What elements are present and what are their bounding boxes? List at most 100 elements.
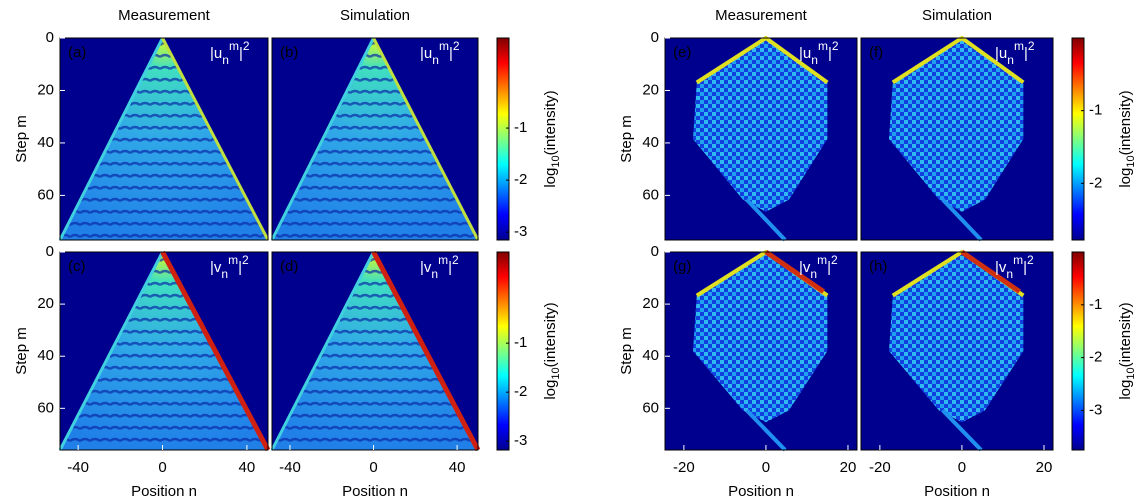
plot-frame [860,251,1054,451]
colorbar-label-rest: (intensity) [542,302,559,367]
quantity-close: | [239,45,243,62]
quantity-base: |u [995,45,1007,62]
quantity-sup: m [817,253,827,267]
heatmap-pattern [272,252,478,450]
heatmap-tail [745,198,787,242]
plot-frame [59,37,269,241]
panel-label: (e) [673,44,691,61]
quantity-close: | [448,259,452,276]
y-tick-label: 20 [642,295,659,312]
heatmap-tail [941,198,983,242]
y-tick-label: 40 [642,134,659,151]
x-axis-label: Position n [131,483,197,500]
quantity-sup: m [818,39,828,53]
colorbar [496,37,510,241]
quantity-label: |unm|2 [799,39,839,67]
plot-frame [860,37,1054,241]
quantity-label: |vnm|2 [420,253,459,281]
heatmap-image [888,252,1024,423]
y-tick-label: 60 [37,186,54,203]
x-tick-label: 40 [449,459,466,476]
colorbar-label: log10(intensity) [1117,90,1137,187]
panel-label: (g) [673,258,691,275]
colorbar-label-base: log [542,168,559,188]
quantity-base: |u [210,45,222,62]
heatmap-pattern [272,38,478,240]
heatmap-edge [161,37,270,241]
x-tick-label: 0 [158,459,166,476]
colorbar-label-rest: (intensity) [1117,302,1134,367]
y-tick-label: 40 [37,134,54,151]
heatmap-image [692,38,828,212]
colorbar-label-sub: 10 [1125,367,1137,379]
plot-frame [664,251,858,451]
x-tick-label: -20 [869,459,891,476]
colorbar-tick-label: -2 [1089,174,1102,191]
x-tick-label: -40 [279,459,301,476]
y-tick-label: 60 [642,186,659,203]
heatmap-edge [764,249,825,294]
colorbar [1071,251,1085,451]
y-tick-label: 0 [651,29,659,46]
x-tick-label: -40 [67,459,89,476]
quantity-sup: m [228,253,238,267]
quantity-sup: m [439,39,449,53]
quantity-sup: m [1013,253,1023,267]
quantity-sub: n [1007,53,1014,67]
y-tick-label: 60 [37,399,54,416]
panel-label: (a) [68,44,86,61]
colorbar-label: log10(intensity) [542,90,562,187]
heatmap-edge [160,250,271,452]
quantity-close: | [449,45,453,62]
heatmap-image [692,252,828,423]
colorbar-label-rest: (intensity) [542,90,559,155]
quantity-close: | [1024,45,1028,62]
y-tick-label: 40 [642,347,659,364]
quantity-sub: n [811,53,818,67]
y-axis-label: Step m [618,115,635,163]
quantity-sub: n [810,267,817,281]
heatmap-edge [372,37,480,241]
colorbar-label-base: log [1117,168,1134,188]
heatmap-pattern [60,38,268,240]
y-tick-label: 0 [46,29,54,46]
colorbar-label-base: log [1117,380,1134,400]
quantity-label: |vnm|2 [995,253,1034,281]
quantity-base: |u [420,45,432,62]
quantity-label: |vnm|2 [210,253,249,281]
heatmap-edge [270,251,375,451]
x-tick-label: 0 [762,459,770,476]
colorbar-tick-label: -3 [514,432,527,449]
plot-frame [271,251,479,451]
colorbar-tick-label: -2 [514,383,527,400]
y-tick-label: 0 [651,243,659,260]
heatmap-edge [270,37,375,241]
colorbar-tick-label: -1 [514,334,527,351]
colorbar-tick-label: -3 [1089,401,1102,418]
heatmap-pattern [60,252,268,450]
heatmap-edge [371,250,481,452]
colorbar-label-base: log [542,380,559,400]
column-title: Measurement [118,7,211,24]
panel-label: (f) [869,44,883,61]
column-title: Simulation [922,7,992,24]
colorbar-label-sub: 10 [1125,155,1137,167]
colorbar-tick-label: -1 [514,119,527,136]
quantity-base: |v [799,259,811,276]
heatmap-edge [960,249,1021,294]
colorbar [1071,37,1085,241]
quantity-power: 2 [453,39,460,53]
quantity-close: | [1023,259,1027,276]
heatmap-edge [58,37,164,241]
quantity-close: | [238,259,242,276]
quantity-power: 2 [452,253,459,267]
column-title: Simulation [340,7,410,24]
x-axis-label: Position n [728,483,794,500]
quantity-sup: m [1014,39,1024,53]
column-title: Measurement [715,7,808,24]
colorbar-label: log10(intensity) [542,302,562,399]
plot-frame [271,37,479,241]
quantity-label: |vnm|2 [799,253,838,281]
quantity-sub: n [221,267,228,281]
heatmap-edge [58,251,164,451]
